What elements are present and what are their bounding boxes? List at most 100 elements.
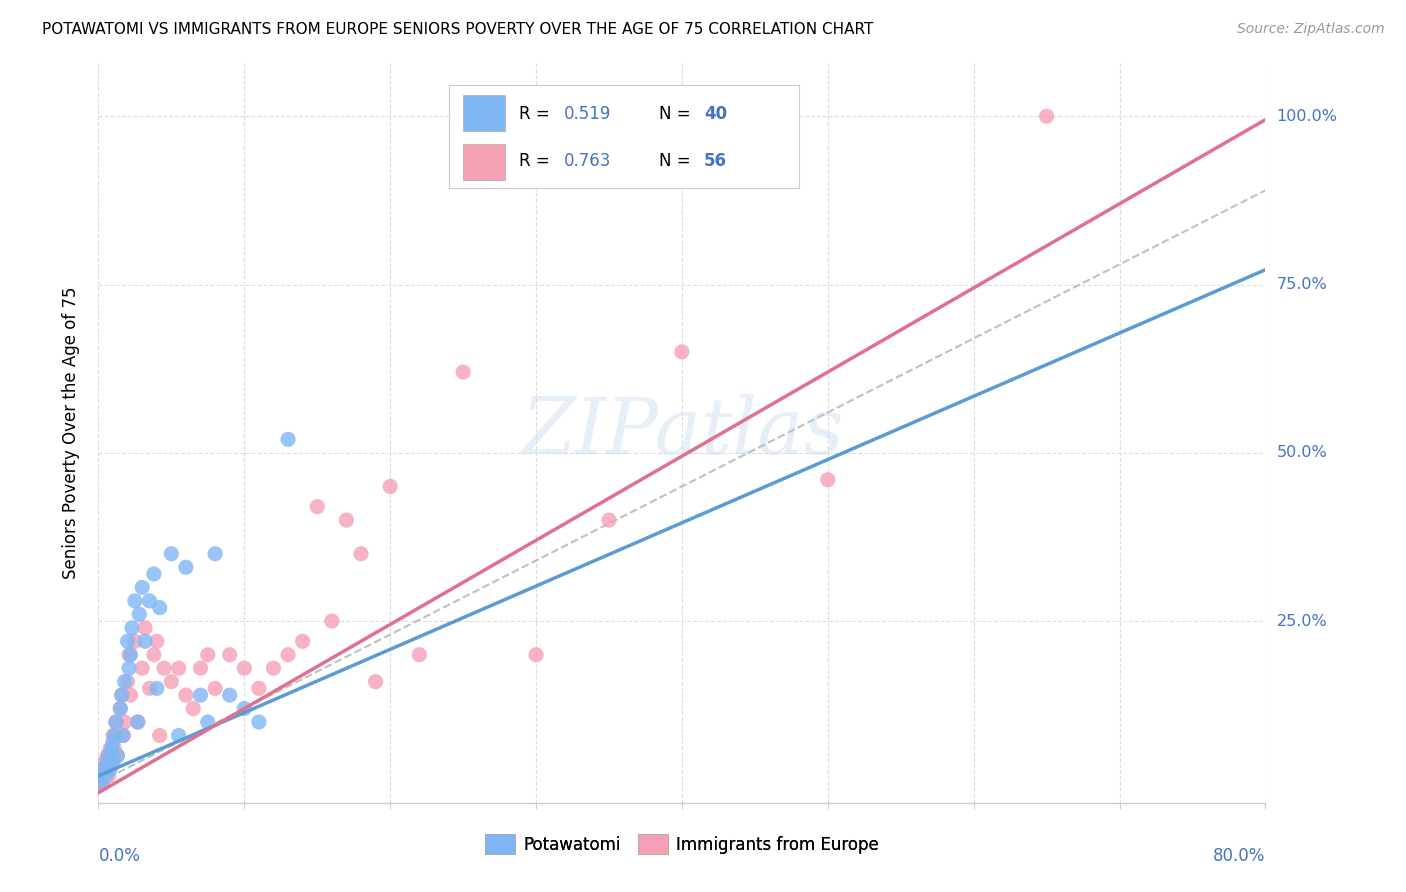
Point bbox=[127, 714, 149, 729]
Point bbox=[204, 547, 226, 561]
Point bbox=[598, 513, 620, 527]
Point bbox=[105, 748, 128, 763]
Point bbox=[146, 634, 169, 648]
Text: 0.0%: 0.0% bbox=[98, 847, 141, 865]
Text: Source: ZipAtlas.com: Source: ZipAtlas.com bbox=[1237, 22, 1385, 37]
Point bbox=[117, 634, 139, 648]
Point bbox=[134, 634, 156, 648]
Point bbox=[114, 674, 136, 689]
Point bbox=[120, 648, 142, 662]
Point bbox=[111, 688, 134, 702]
Point bbox=[291, 634, 314, 648]
Point bbox=[160, 547, 183, 561]
Point bbox=[149, 729, 172, 743]
Point bbox=[100, 742, 122, 756]
Point bbox=[142, 648, 165, 662]
Point bbox=[98, 742, 121, 756]
Point bbox=[90, 775, 112, 789]
Point bbox=[112, 729, 135, 743]
Point bbox=[118, 648, 141, 662]
Point bbox=[131, 661, 153, 675]
Point bbox=[262, 661, 284, 675]
Point bbox=[103, 729, 125, 743]
Point bbox=[104, 714, 127, 729]
Point bbox=[101, 756, 124, 770]
Point bbox=[124, 594, 146, 608]
Point bbox=[197, 714, 219, 729]
Point bbox=[93, 756, 115, 770]
Point bbox=[120, 688, 142, 702]
Point bbox=[127, 714, 149, 729]
Point bbox=[190, 688, 212, 702]
Point bbox=[94, 769, 117, 783]
Point bbox=[350, 547, 373, 561]
Point bbox=[101, 735, 124, 749]
Point bbox=[91, 762, 114, 776]
Point bbox=[87, 775, 110, 789]
Point bbox=[128, 607, 150, 622]
Point bbox=[103, 742, 125, 756]
Point bbox=[134, 621, 156, 635]
Point bbox=[174, 560, 197, 574]
Point bbox=[380, 479, 402, 493]
Point bbox=[233, 701, 256, 715]
Point bbox=[153, 661, 176, 675]
Point bbox=[96, 748, 118, 763]
Point bbox=[408, 648, 430, 662]
Point bbox=[204, 681, 226, 696]
Point bbox=[233, 661, 256, 675]
Point bbox=[149, 600, 172, 615]
Text: ZIPatlas: ZIPatlas bbox=[520, 394, 844, 471]
Point bbox=[98, 762, 121, 776]
Point bbox=[321, 614, 343, 628]
Point bbox=[91, 775, 114, 789]
Point bbox=[110, 701, 132, 715]
Point bbox=[146, 681, 169, 696]
Text: 75.0%: 75.0% bbox=[1277, 277, 1327, 292]
Point bbox=[167, 729, 190, 743]
Point bbox=[104, 714, 127, 729]
Point bbox=[451, 365, 474, 379]
Point bbox=[121, 621, 143, 635]
Point bbox=[89, 769, 111, 783]
Point bbox=[117, 674, 139, 689]
Point bbox=[671, 344, 693, 359]
Point bbox=[110, 701, 132, 715]
Point bbox=[307, 500, 329, 514]
Text: 50.0%: 50.0% bbox=[1277, 445, 1327, 460]
Text: 25.0%: 25.0% bbox=[1277, 614, 1327, 629]
Point bbox=[138, 681, 160, 696]
Point bbox=[100, 756, 122, 770]
Point bbox=[817, 473, 839, 487]
Point bbox=[218, 648, 240, 662]
Point bbox=[105, 748, 128, 763]
Point bbox=[335, 513, 357, 527]
Point bbox=[181, 701, 204, 715]
Point bbox=[277, 648, 299, 662]
Legend: Potawatomi, Immigrants from Europe: Potawatomi, Immigrants from Europe bbox=[478, 828, 886, 861]
Point bbox=[167, 661, 190, 675]
Point bbox=[364, 674, 387, 689]
Point bbox=[101, 729, 124, 743]
Point bbox=[114, 714, 136, 729]
Point bbox=[190, 661, 212, 675]
Point bbox=[197, 648, 219, 662]
Point bbox=[142, 566, 165, 581]
Point bbox=[87, 769, 110, 783]
Point bbox=[174, 688, 197, 702]
Y-axis label: Seniors Poverty Over the Age of 75: Seniors Poverty Over the Age of 75 bbox=[62, 286, 80, 579]
Point bbox=[90, 762, 112, 776]
Point bbox=[277, 433, 299, 447]
Point bbox=[131, 581, 153, 595]
Point bbox=[97, 769, 120, 783]
Point bbox=[247, 681, 270, 696]
Point bbox=[138, 594, 160, 608]
Point bbox=[94, 762, 117, 776]
Point bbox=[247, 714, 270, 729]
Point bbox=[96, 756, 118, 770]
Text: POTAWATOMI VS IMMIGRANTS FROM EUROPE SENIORS POVERTY OVER THE AGE OF 75 CORRELAT: POTAWATOMI VS IMMIGRANTS FROM EUROPE SEN… bbox=[42, 22, 873, 37]
Point bbox=[124, 634, 146, 648]
Point bbox=[111, 688, 134, 702]
Point bbox=[118, 661, 141, 675]
Point bbox=[112, 729, 135, 743]
